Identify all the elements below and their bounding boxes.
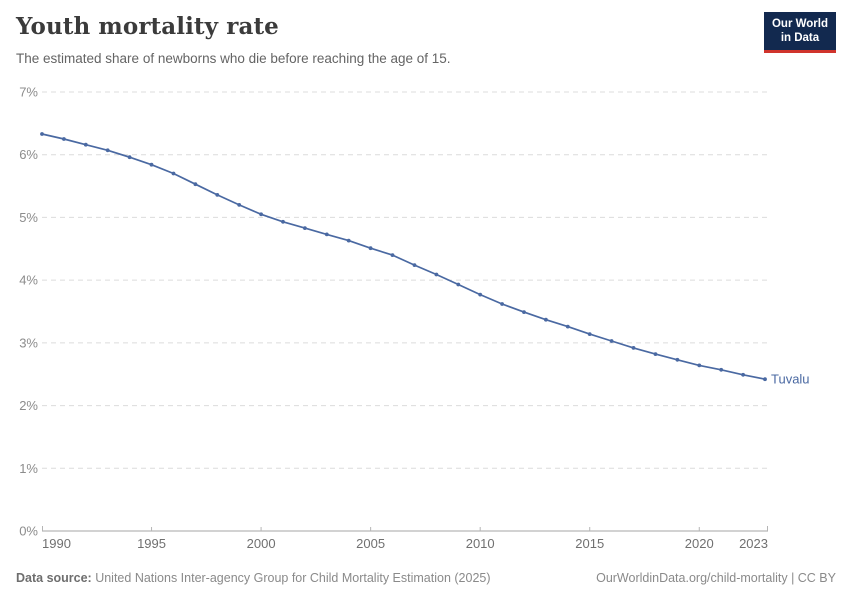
data-point[interactable] xyxy=(412,263,417,267)
y-axis-tick-label: 0% xyxy=(19,524,38,539)
x-axis-tick-label: 1990 xyxy=(42,536,71,551)
data-point[interactable] xyxy=(544,317,548,322)
x-axis-tick-label: 1995 xyxy=(137,536,166,551)
data-point[interactable] xyxy=(303,226,307,231)
data-source[interactable]: Data source: United Nations Inter-agency… xyxy=(16,571,491,585)
data-point[interactable] xyxy=(478,292,483,297)
series-label-tuvalu[interactable]: Tuvalu xyxy=(771,372,810,387)
y-axis-tick-label: 3% xyxy=(19,335,38,350)
data-point[interactable] xyxy=(127,155,132,160)
data-point[interactable] xyxy=(346,238,351,243)
data-point[interactable] xyxy=(741,372,745,377)
data-point[interactable] xyxy=(281,219,285,224)
data-source-label: Data source: xyxy=(16,571,92,585)
data-point[interactable] xyxy=(259,212,263,217)
y-axis-tick-label: 7% xyxy=(19,85,38,100)
owid-logo-line1: Our World xyxy=(771,18,828,30)
data-point[interactable] xyxy=(565,324,570,329)
data-point[interactable] xyxy=(193,182,198,187)
chart-footer: Data source: United Nations Inter-agency… xyxy=(16,571,836,585)
data-point[interactable] xyxy=(40,132,44,136)
data-point[interactable] xyxy=(500,302,504,306)
data-point[interactable] xyxy=(105,148,110,153)
data-source-text: United Nations Inter-agency Group for Ch… xyxy=(91,571,491,585)
data-point[interactable] xyxy=(522,310,526,314)
data-point[interactable] xyxy=(390,253,395,257)
data-point[interactable] xyxy=(609,339,614,343)
data-point[interactable] xyxy=(653,352,658,356)
data-point[interactable] xyxy=(368,246,373,251)
x-axis-tick-label: 2005 xyxy=(356,536,385,551)
y-axis-tick-label: 6% xyxy=(19,147,38,162)
data-point[interactable] xyxy=(434,272,439,277)
data-line-tuvalu[interactable] xyxy=(41,133,766,381)
data-point[interactable] xyxy=(697,363,702,368)
y-axis-tick-label: 5% xyxy=(19,210,38,225)
chart-subtitle: The estimated share of newborns who die … xyxy=(16,51,451,66)
data-point[interactable] xyxy=(83,142,88,147)
data-point[interactable] xyxy=(719,367,724,372)
data-point[interactable] xyxy=(171,171,176,176)
x-axis-tick-label: 2000 xyxy=(247,536,276,551)
y-axis-tick-label: 4% xyxy=(19,273,38,288)
data-point[interactable] xyxy=(587,332,592,336)
data-point[interactable] xyxy=(149,162,154,167)
data-point[interactable] xyxy=(456,282,461,287)
chart-title: Youth mortality rate xyxy=(16,13,279,40)
x-axis-tick-label: 2023 xyxy=(739,536,768,551)
data-point[interactable] xyxy=(675,357,680,362)
x-axis-tick-label: 2015 xyxy=(575,536,604,551)
data-point[interactable] xyxy=(62,137,66,141)
x-axis-tick-label: 2010 xyxy=(466,536,495,551)
data-point[interactable] xyxy=(631,346,636,350)
owid-logo-line2: in Data xyxy=(780,32,820,45)
data-point[interactable] xyxy=(237,203,242,207)
data-point[interactable] xyxy=(763,377,767,382)
owid-citation-link[interactable]: OurWorldinData.org/child-mortality | CC … xyxy=(596,571,836,585)
y-axis-tick-label: 2% xyxy=(19,398,38,413)
data-point[interactable] xyxy=(215,193,220,197)
data-point[interactable] xyxy=(324,232,329,237)
owid-logo[interactable]: Our World in Data xyxy=(763,12,836,53)
x-axis-tick-label: 2020 xyxy=(685,536,714,551)
y-axis-tick-label: 1% xyxy=(19,461,38,476)
